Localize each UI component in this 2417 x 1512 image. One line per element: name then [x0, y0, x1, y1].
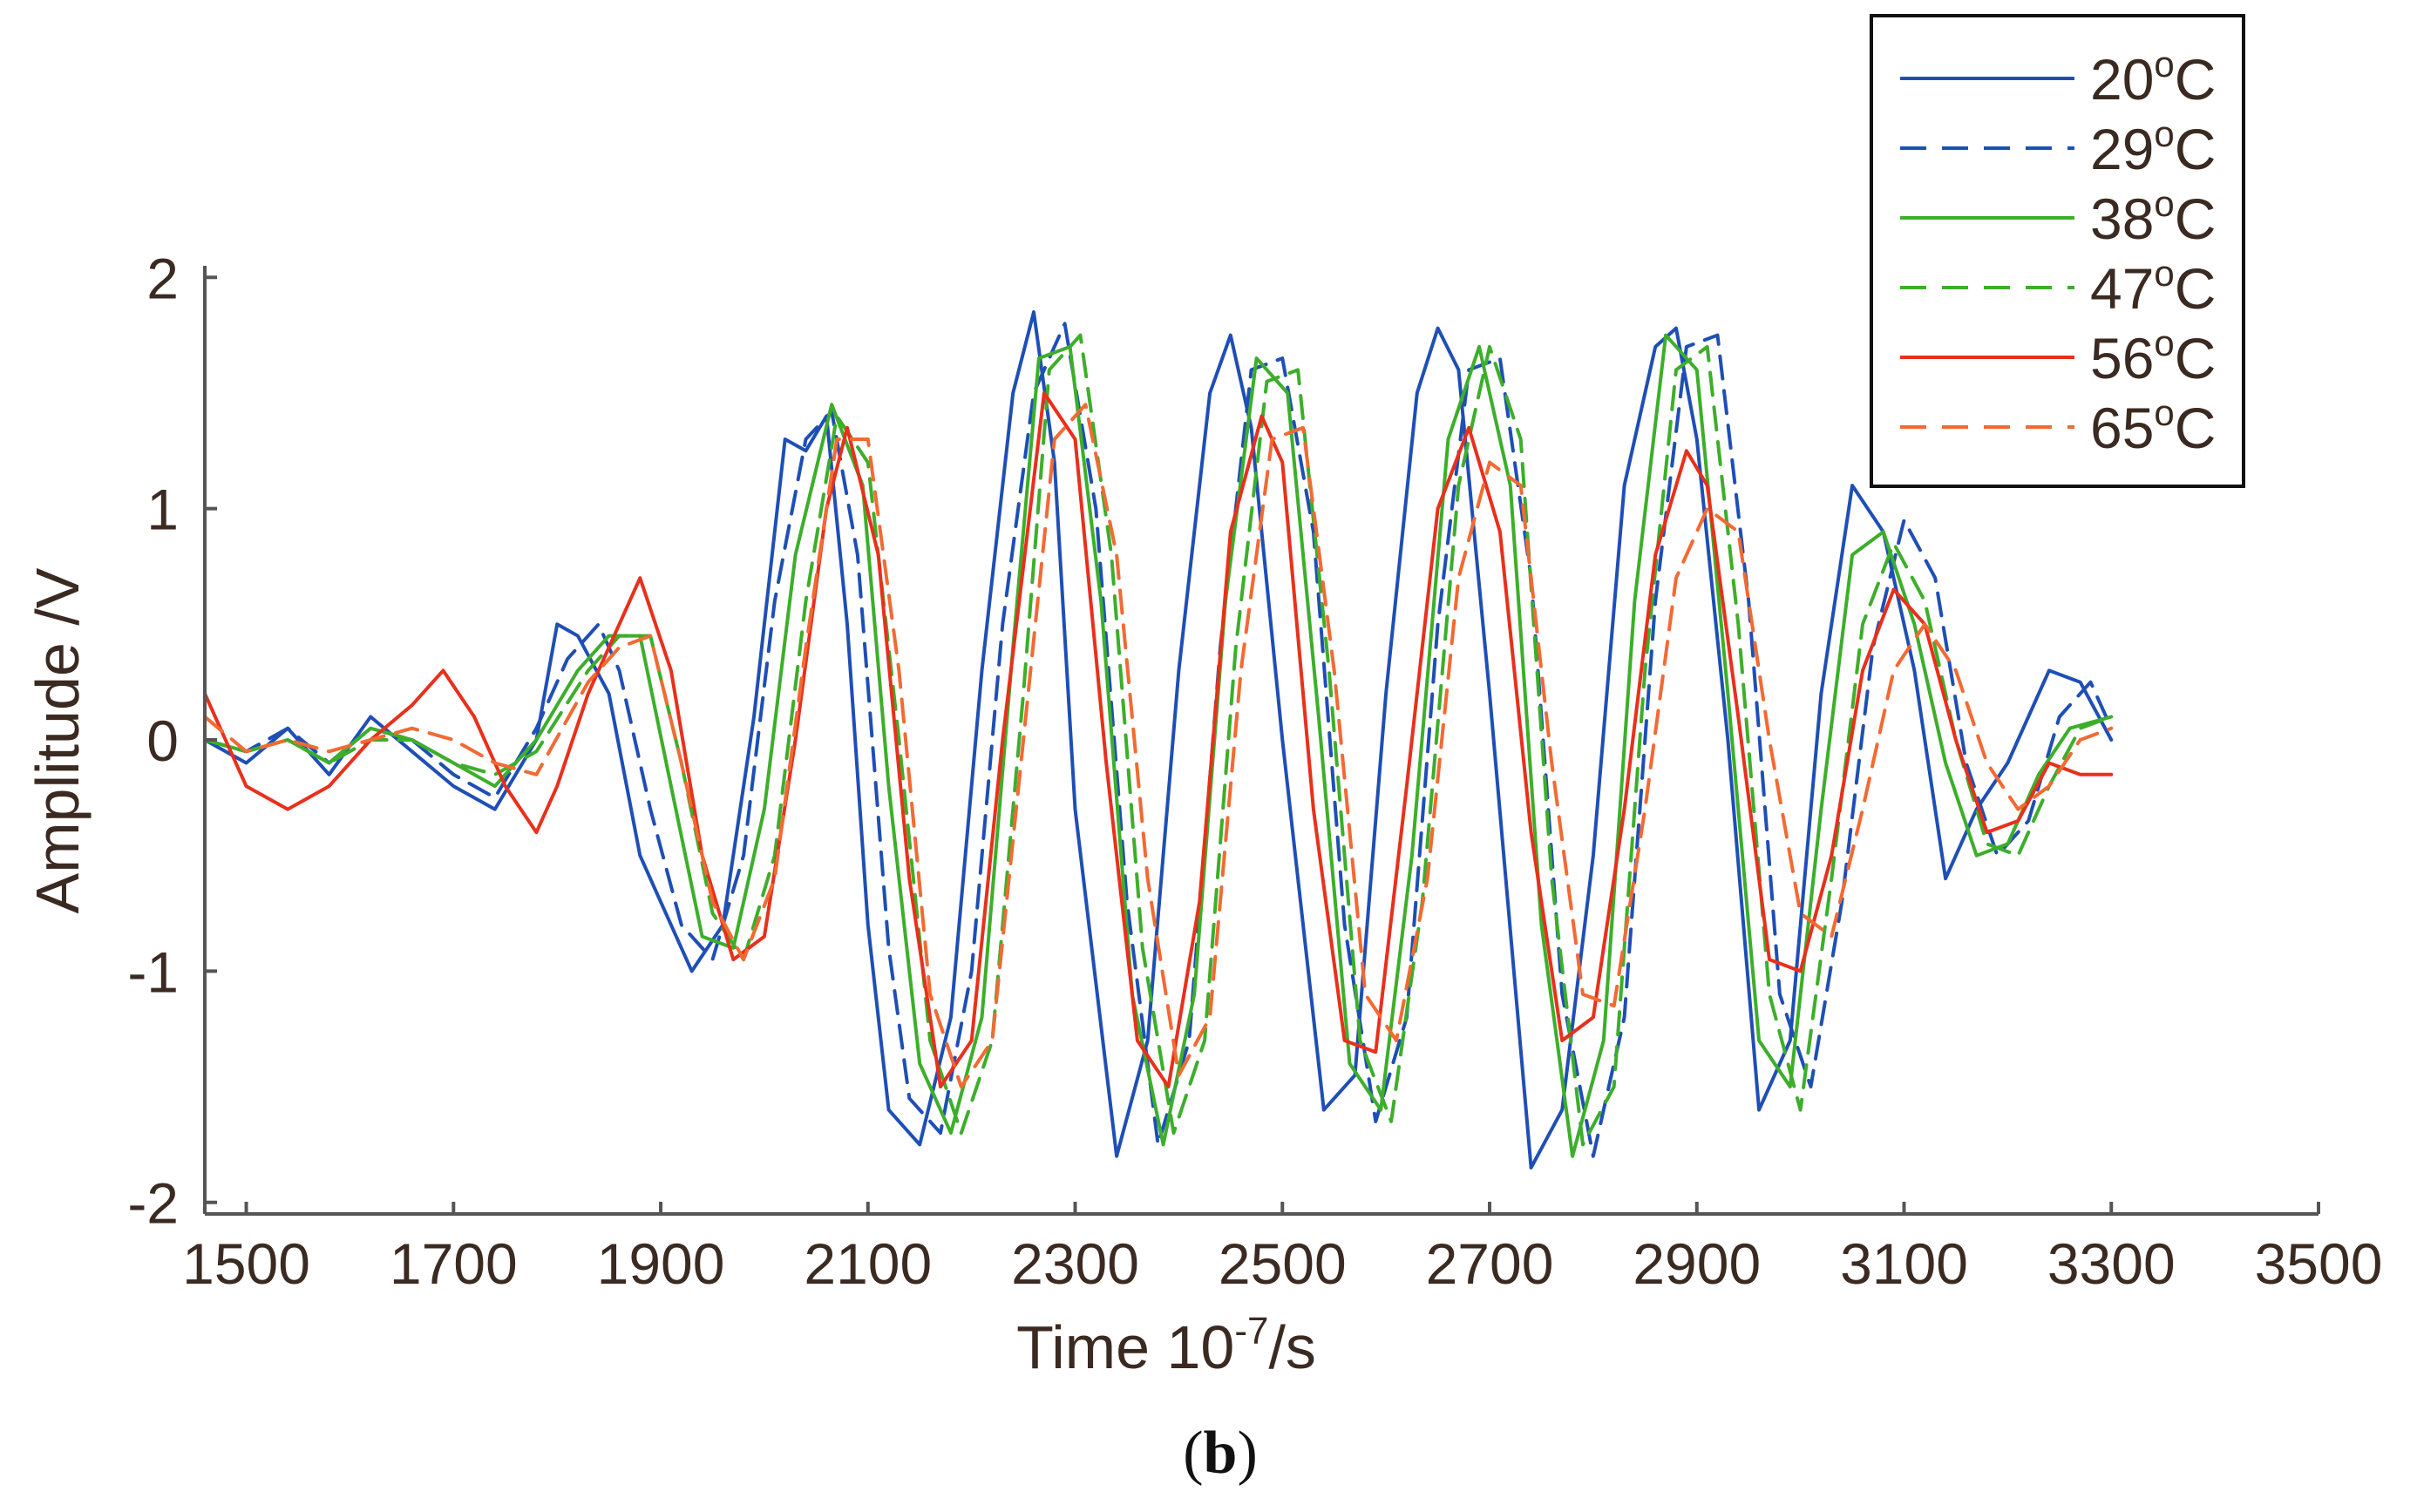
x-tick-label: 2100: [804, 1231, 932, 1296]
x-tick-label: 3500: [2255, 1231, 2383, 1296]
y-tick-label: -1: [127, 939, 179, 1004]
figure-caption: (b): [1183, 1420, 1258, 1487]
y-tick-label: 0: [146, 709, 179, 773]
series-line-38: [203, 333, 2114, 1158]
y-ticks: 2 1 0 -1 -2: [127, 246, 217, 1236]
legend-label-47: 47oC: [2090, 253, 2216, 321]
plot-lines: [203, 310, 2114, 1170]
x-tick-label: 1900: [597, 1231, 725, 1296]
series-line-56: [203, 391, 2114, 1088]
x-tick-label: 2700: [1426, 1231, 1554, 1296]
y-tick-label: 1: [146, 478, 179, 542]
x-tick-label: 2500: [1219, 1231, 1347, 1296]
y-axis-title: Amplitude /V: [24, 567, 92, 913]
legend-label-29: 29oC: [2090, 113, 2216, 181]
x-axis-title-base: Time 10: [1016, 1313, 1234, 1381]
x-axis-title: Time 10-7/s: [1016, 1310, 1316, 1381]
series-line-20: [203, 310, 2114, 1170]
x-tick-label: 1700: [390, 1231, 518, 1296]
legend-label-20: 20oC: [2090, 44, 2216, 112]
legend-label-38: 38oC: [2090, 183, 2216, 251]
y-tick-label: -2: [127, 1171, 179, 1236]
legend-label-56: 56oC: [2090, 322, 2216, 390]
figure-caption-letter: b: [1204, 1420, 1238, 1487]
series-line-65: [203, 403, 2114, 1088]
x-ticks: 1500 1700 1900 2100 2300 2500 2700 2900 3100 3300…: [182, 1202, 2382, 1296]
series-line-47: [203, 333, 2114, 1147]
x-tick-label: 3100: [1840, 1231, 1968, 1296]
x-axis-title-exponent: -7: [1234, 1310, 1268, 1353]
x-tick-label: 1500: [182, 1231, 310, 1296]
x-tick-label: 2300: [1011, 1231, 1139, 1296]
legend-label-65: 65oC: [2090, 392, 2216, 460]
y-tick-label: 2: [146, 246, 179, 310]
x-tick-label: 3300: [2047, 1231, 2176, 1296]
series-line-29: [203, 322, 2114, 1158]
x-axis-title-unit: /s: [1268, 1313, 1315, 1381]
x-tick-label: 2900: [1633, 1231, 1761, 1296]
legend-box: [1870, 14, 2245, 488]
